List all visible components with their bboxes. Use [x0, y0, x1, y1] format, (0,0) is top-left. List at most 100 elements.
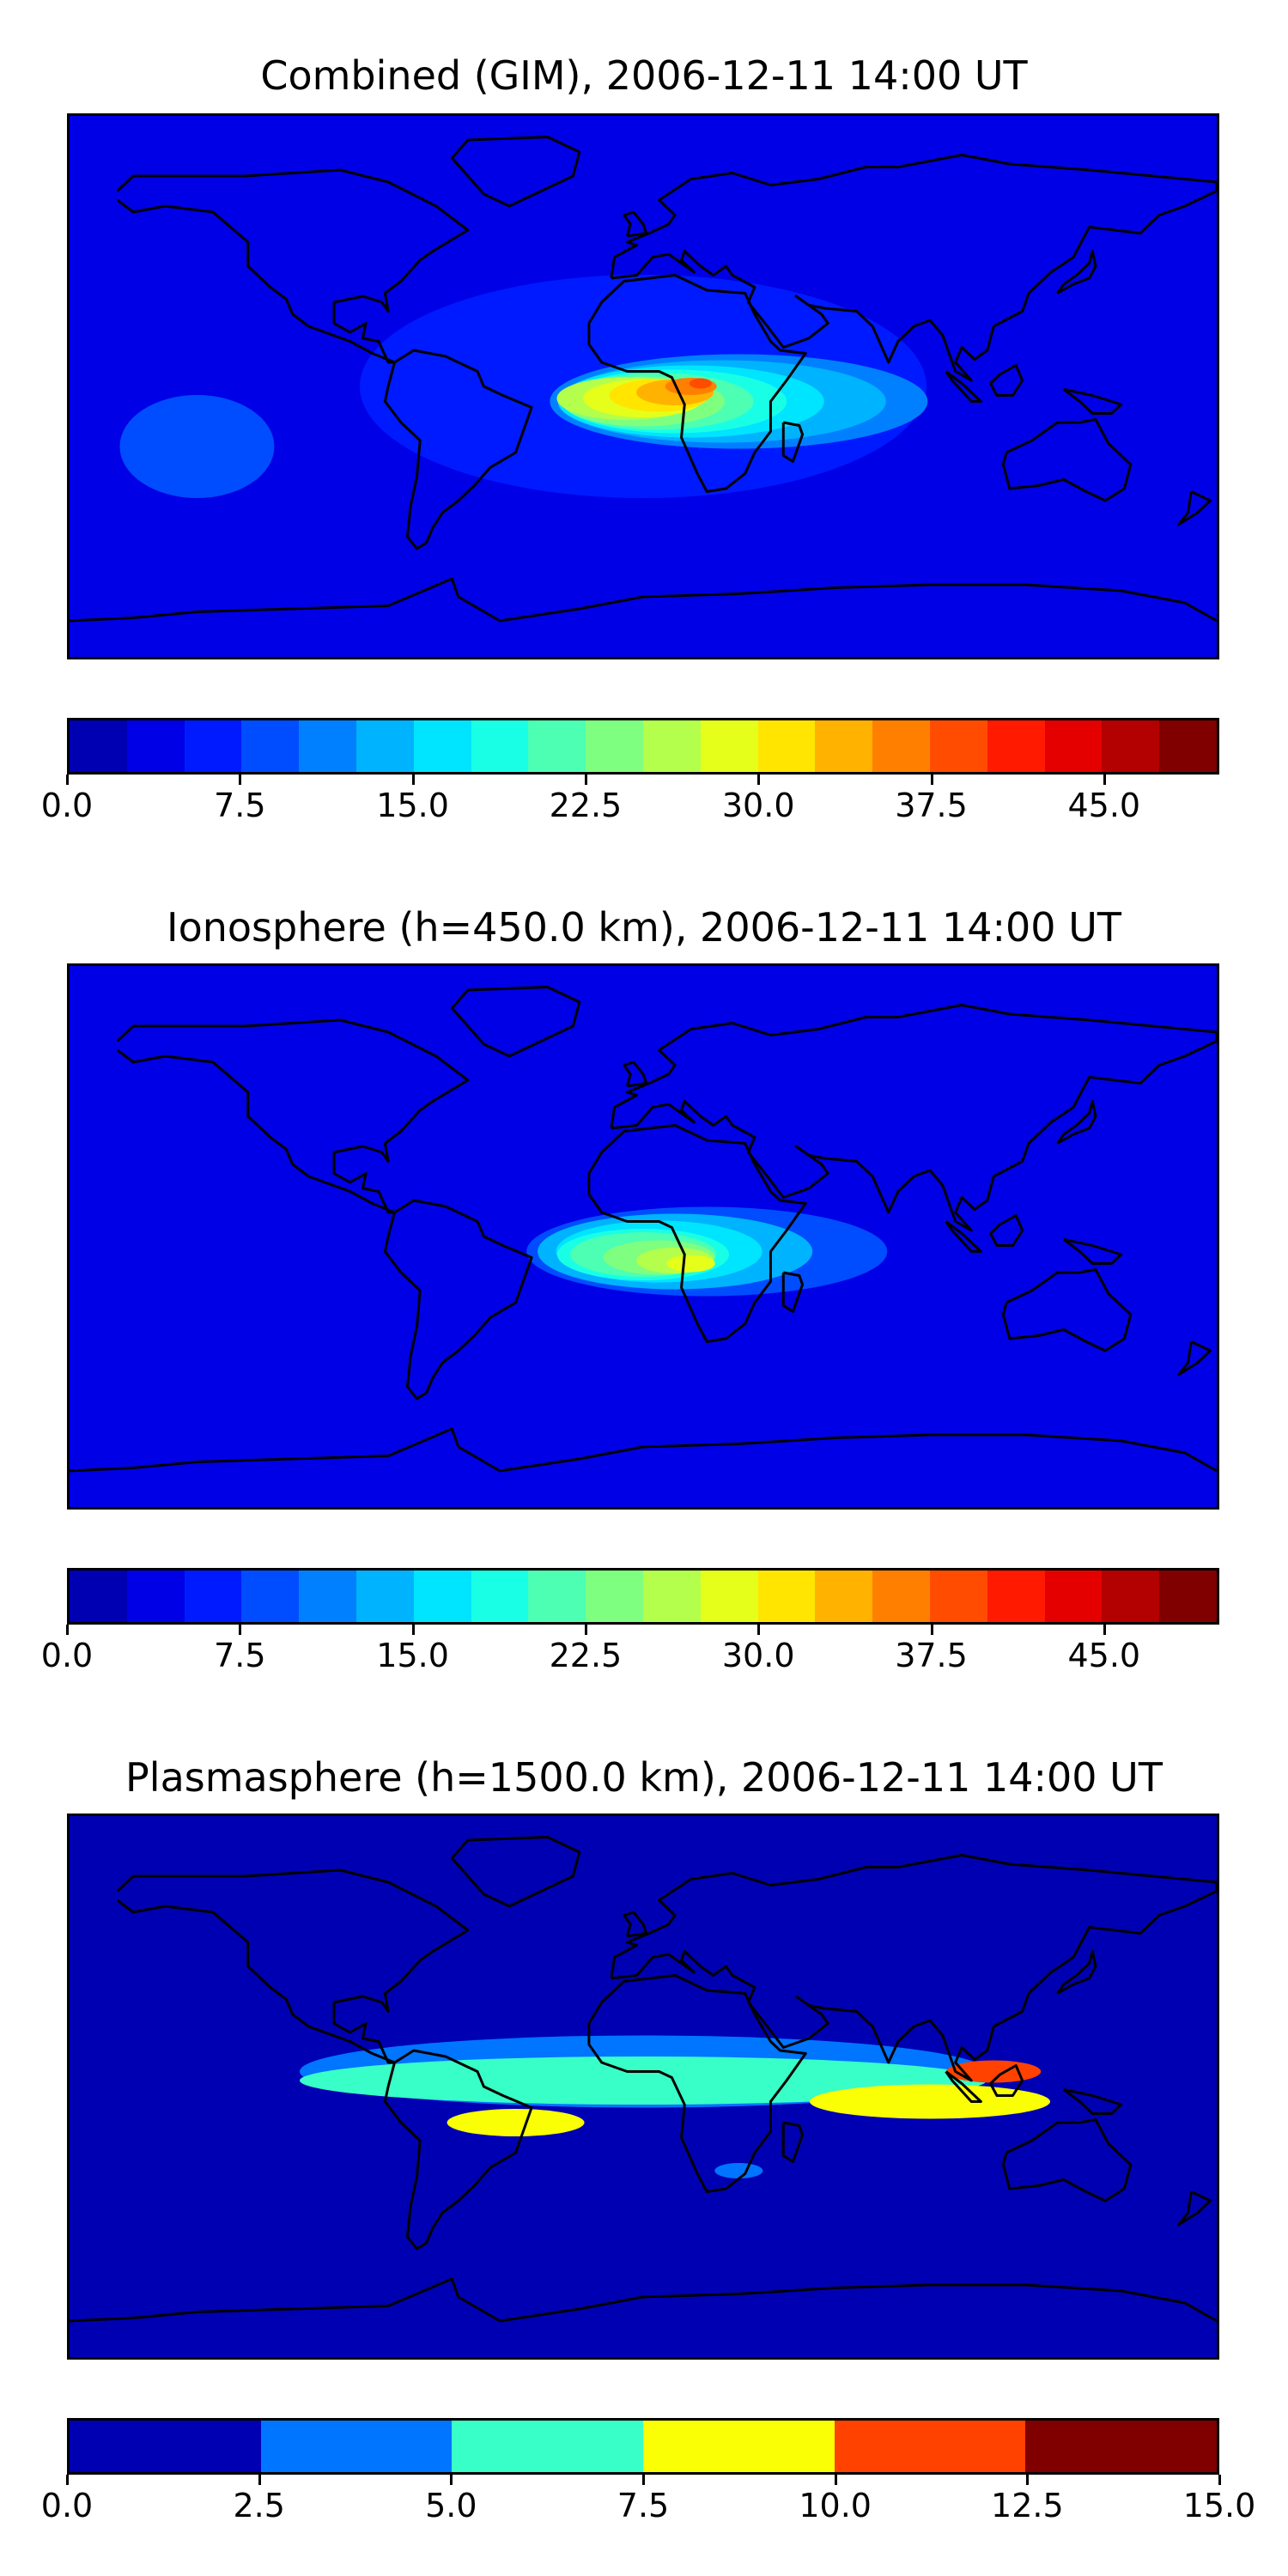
colorbar-level: [299, 720, 356, 772]
colorbar-tick-label: 7.5: [617, 2487, 670, 2524]
coastline: [383, 349, 533, 550]
coastline: [781, 2121, 805, 2163]
colorbar-tick-label: 2.5: [233, 2487, 285, 2524]
coastline: [1056, 1100, 1097, 1145]
colorbar-tick-label: 0.0: [40, 787, 94, 824]
colorbar-level: [929, 1571, 987, 1622]
colorbar-level: [413, 1571, 471, 1622]
coastline: [587, 274, 807, 493]
colorbar-tick-mark: [66, 1625, 69, 1635]
coastline: [945, 370, 982, 403]
colorbar-tick-mark: [757, 1625, 761, 1635]
colorbar-level: [70, 2421, 261, 2472]
coastline: [623, 1060, 648, 1088]
coastline: [1056, 1950, 1097, 1995]
colorbar-ticks: 0.0 7.5 15.0 22.5 30.0 37.5 45.0: [41, 1625, 1219, 1676]
coastline: [587, 1124, 807, 1343]
colorbar-level: [355, 720, 414, 772]
tec-map-plasmasphere: [67, 1814, 1219, 2360]
coastline: [383, 2049, 533, 2251]
colorbar-tick-mark: [411, 1625, 415, 1635]
coastline: [1056, 250, 1097, 295]
colorbar-level: [1102, 1571, 1160, 1622]
contour-region: [810, 2084, 1050, 2119]
colorbar-level: [184, 720, 242, 772]
contour-region: [447, 2109, 585, 2136]
chart-title: Ionosphere (h=450.0 km), 2006-12-11 14:0…: [167, 904, 1121, 951]
colorbar-level: [929, 720, 987, 772]
coastline: [623, 1911, 648, 1938]
coastline: [450, 1836, 581, 1908]
coastline: [70, 577, 1217, 623]
colorbar-level: [700, 720, 758, 772]
colorbar-tick-label: 15.0: [376, 1637, 449, 1674]
tec-map-combined: [67, 113, 1219, 659]
colorbar-ticks: 0.0 2.5 5.0 7.5 10.0 12.5 15.0: [41, 2475, 1255, 2526]
colorbar-tick-label: 22.5: [549, 1637, 623, 1674]
colorbar-level: [987, 1571, 1045, 1622]
colorbar-level: [815, 1571, 873, 1622]
colorbar-tick-label: 10.0: [799, 2487, 872, 2524]
colorbar-level: [471, 1571, 529, 1622]
coastline: [610, 1854, 1217, 2082]
coastline: [587, 1974, 807, 2193]
colorbar-level: [700, 1571, 758, 1622]
coastline: [1062, 1238, 1123, 1265]
colorbar-level: [643, 2421, 835, 2472]
map-svg: [70, 966, 1217, 1507]
colorbar-tick-label: 15.0: [376, 787, 449, 824]
colorbar-level: [1044, 720, 1103, 772]
coastline: [450, 986, 581, 1058]
colorbar-level: [1102, 720, 1160, 772]
coastline: [70, 1427, 1217, 1473]
colorbar: [67, 2418, 1219, 2475]
colorbar-tick-mark: [1218, 2475, 1221, 2485]
colorbar-tick-mark: [66, 2475, 69, 2485]
coastline: [450, 136, 581, 208]
chart-title: Plasmasphere (h=1500.0 km), 2006-12-11 1…: [125, 1754, 1163, 1801]
colorbar-tick-label: 30.0: [721, 787, 795, 824]
colorbar-tick-label: 12.5: [991, 2487, 1064, 2524]
colorbar-tick-label: 0.0: [40, 2487, 94, 2524]
colorbar-tick-mark: [642, 2475, 645, 2485]
colorbar-level: [1159, 1571, 1217, 1622]
coastline: [989, 2064, 1024, 2097]
colorbar-level: [260, 2421, 453, 2472]
colorbar-level: [355, 1571, 414, 1622]
colorbar-tick-mark: [239, 1625, 242, 1635]
colorbar-tick-mark: [411, 775, 415, 785]
colorbar-tick-label: 30.0: [721, 1637, 795, 1674]
coastline: [989, 364, 1024, 397]
colorbar-level: [1159, 720, 1217, 772]
colorbar-tick-mark: [834, 2475, 837, 2485]
colorbar-ticks: 0.0 7.5 15.0 22.5 30.0 37.5 45.0: [41, 775, 1219, 826]
colorbar: [67, 1568, 1219, 1625]
coastline: [70, 2277, 1217, 2323]
colorbar-tick-label: 7.5: [214, 787, 266, 824]
colorbar-level: [642, 720, 701, 772]
colorbar-tick-label: 45.0: [1067, 1637, 1141, 1674]
coastline: [945, 1220, 982, 1253]
colorbar-tick-mark: [584, 775, 587, 785]
colorbar-level: [872, 720, 930, 772]
coastline: [610, 1004, 1217, 1232]
colorbar-level: [471, 720, 529, 772]
colorbar-level: [241, 1571, 300, 1622]
colorbar-level: [586, 1571, 643, 1622]
colorbar-tick-label: 37.5: [895, 787, 968, 824]
coastline: [610, 154, 1217, 382]
colorbar-level: [815, 720, 873, 772]
tec-map-ionosphere: [67, 963, 1219, 1510]
colorbar-tick-label: 37.5: [895, 1637, 968, 1674]
colorbar-level: [757, 1571, 816, 1622]
colorbar-level: [642, 1571, 701, 1622]
contour-region: [119, 395, 275, 498]
coastline: [623, 210, 648, 238]
colorbar-level: [834, 2421, 1026, 2472]
coastline: [1062, 388, 1123, 415]
coastline: [781, 1271, 805, 1313]
contour-region: [666, 1255, 715, 1273]
contour-region: [714, 2163, 763, 2178]
contour-region: [689, 378, 712, 389]
coastline: [1176, 1340, 1212, 1376]
